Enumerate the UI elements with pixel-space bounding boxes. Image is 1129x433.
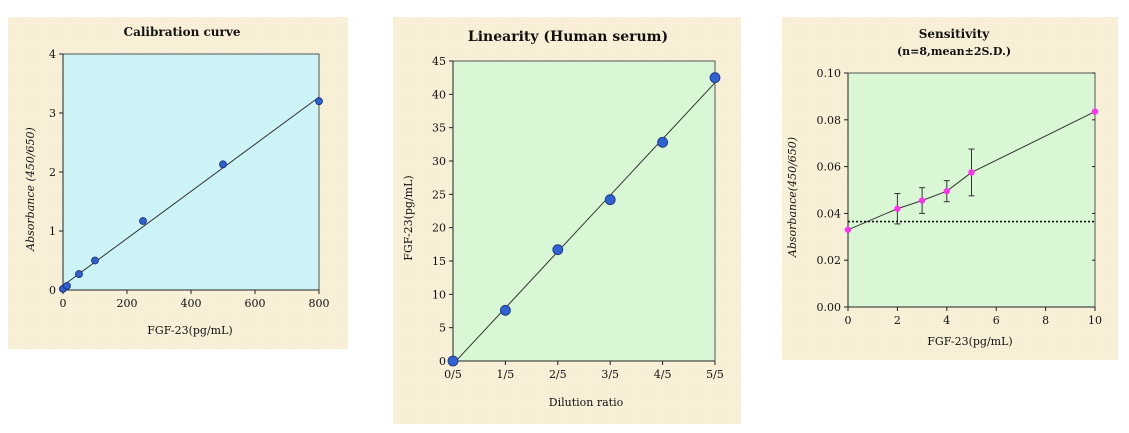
x-tick-label: 2/5 — [549, 368, 567, 381]
data-point — [943, 187, 950, 195]
y-tick-label: 0.08 — [817, 114, 842, 127]
data-point — [709, 72, 721, 84]
y-tick-label: 0 — [439, 355, 446, 368]
x-tick-label: 4/5 — [654, 368, 672, 381]
data-point — [500, 304, 511, 316]
y-tick-label: 0.04 — [817, 207, 842, 220]
y-tick-label: 0 — [49, 284, 56, 297]
data-point — [315, 97, 323, 106]
data-point — [447, 355, 459, 367]
data-point — [604, 194, 616, 206]
y-axis-label: Absorbance (450/650) — [24, 127, 37, 252]
y-tick-label: 2 — [49, 166, 56, 179]
linearity-panel: Linearity (Human serum) Dilution ratio F… — [393, 17, 741, 424]
y-tick-label: 0.10 — [817, 67, 842, 80]
x-tick-label: 200 — [117, 297, 138, 310]
x-axis-label: FGF-23(pg/mL) — [147, 324, 232, 337]
y-axis-label: Absorbance(450/650) — [786, 137, 799, 258]
y-tick-label: 0.02 — [817, 254, 842, 267]
data-point — [657, 136, 669, 148]
calibration-curve-panel: Calibration curve FGF-23(pg/mL) Absorban… — [8, 17, 348, 349]
y-tick-label: 0.00 — [817, 301, 842, 314]
y-tick-label: 3 — [49, 107, 56, 120]
y-tick-label: 20 — [432, 222, 446, 235]
y-tick-label: 35 — [432, 122, 446, 135]
series-line — [847, 111, 1096, 231]
y-tick-label: 45 — [432, 55, 446, 68]
plot-area — [62, 53, 320, 291]
plot-area — [452, 60, 716, 362]
x-tick-label: 0 — [60, 297, 67, 310]
calibration-curve-chart: Calibration curve FGF-23(pg/mL) Absorban… — [24, 25, 330, 337]
x-tick-label: 4 — [943, 314, 950, 327]
data-point — [552, 244, 564, 256]
data-point — [63, 281, 71, 290]
x-tick-label: 600 — [245, 297, 266, 310]
x-axis-label: FGF-23(pg/mL) — [927, 335, 1012, 348]
x-tick-label: 2 — [894, 314, 901, 327]
y-tick-label: 25 — [432, 188, 446, 201]
x-tick-label: 6 — [993, 314, 1000, 327]
x-axis-label: Dilution ratio — [549, 396, 624, 409]
sensitivity-chart: Sensitivity (n=8,mean±2S.D.) FGF-23(pg/m… — [786, 27, 1102, 348]
x-tick-label: 800 — [309, 297, 330, 310]
series-line — [62, 96, 320, 287]
x-tick-label: 0 — [845, 314, 852, 327]
x-tick-label: 400 — [181, 297, 202, 310]
data-point — [844, 226, 852, 233]
chart-title: Linearity (Human serum) — [468, 29, 668, 45]
y-tick-label: 10 — [432, 288, 446, 301]
y-tick-label: 30 — [432, 155, 446, 168]
data-point — [139, 217, 147, 225]
y-tick-label: 40 — [432, 88, 446, 101]
y-tick-label: 15 — [432, 255, 446, 268]
x-tick-label: 0/5 — [444, 368, 462, 381]
data-point — [1091, 108, 1099, 115]
chart-subtitle: (n=8,mean±2S.D.) — [897, 45, 1011, 58]
x-tick-label: 3/5 — [601, 368, 619, 381]
data-point — [918, 197, 926, 204]
x-tick-label: 8 — [1042, 314, 1049, 327]
data-point — [91, 256, 99, 265]
data-point — [968, 169, 975, 176]
x-tick-label: 5/5 — [706, 368, 724, 381]
y-tick-label: 4 — [49, 48, 56, 61]
series-line — [452, 82, 716, 365]
chart-title: Calibration curve — [124, 25, 241, 39]
y-tick-label: 0.06 — [817, 161, 842, 174]
data-point — [75, 270, 83, 278]
y-tick-label: 5 — [439, 322, 446, 335]
data-point — [219, 160, 227, 169]
data-point — [894, 205, 901, 212]
x-tick-label: 1/5 — [497, 368, 515, 381]
y-tick-label: 1 — [49, 225, 56, 238]
chart-title: Sensitivity — [919, 27, 991, 41]
x-tick-label: 10 — [1088, 314, 1102, 327]
sensitivity-panel: Sensitivity (n=8,mean±2S.D.) FGF-23(pg/m… — [782, 17, 1118, 360]
y-axis-label: FGF-23(pg/mL) — [402, 175, 415, 260]
linearity-chart: Linearity (Human serum) Dilution ratio F… — [402, 29, 724, 409]
